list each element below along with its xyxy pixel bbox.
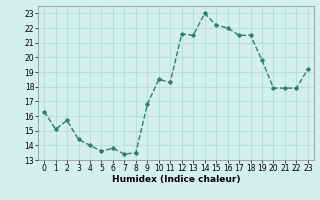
X-axis label: Humidex (Indice chaleur): Humidex (Indice chaleur): [112, 175, 240, 184]
